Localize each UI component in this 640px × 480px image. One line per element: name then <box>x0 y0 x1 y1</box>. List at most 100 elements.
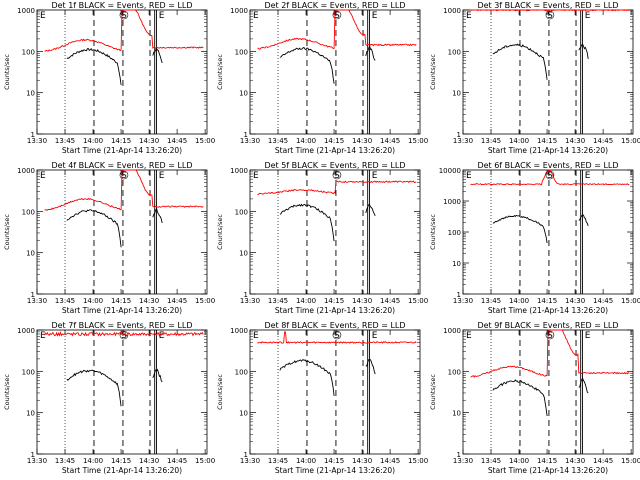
x-tick-label: 13:30 <box>240 297 260 305</box>
x-tick-label: 14:15 <box>111 457 131 465</box>
events-series-line <box>492 214 548 244</box>
x-tick-label: 14:15 <box>111 137 131 145</box>
x-axis-label: Start Time (21-Apr-14 13:26:20) <box>62 466 182 475</box>
y-tick-label: 100 <box>22 208 35 216</box>
x-tick-label: 14:00 <box>83 137 103 145</box>
x-axis-label: Start Time (21-Apr-14 13:26:20) <box>62 306 182 315</box>
x-tick-label: 13:30 <box>27 457 47 465</box>
x-tick-label: 15:00 <box>195 457 215 465</box>
s-marker: S <box>121 171 127 181</box>
events-series-line-late <box>365 358 376 375</box>
s-marker-circle <box>119 170 129 180</box>
e-marker: E <box>372 331 378 341</box>
y-axis-label: Counts/sec <box>429 54 437 90</box>
y-tick-label: 10 <box>452 410 461 418</box>
x-tick-label: 14:15 <box>537 457 557 465</box>
e-marker: E <box>585 11 591 21</box>
x-tick-label: 13:45 <box>55 457 75 465</box>
y-tick-label: 1000 <box>17 327 35 335</box>
events-series-line-late <box>152 47 163 64</box>
s-marker: S <box>547 11 553 21</box>
x-tick-label: 14:30 <box>352 297 372 305</box>
chart-panel-1: Det 1f BLACK = Events, RED = LLD Counts/s… <box>3 1 215 155</box>
x-tick-label: 13:45 <box>268 297 288 305</box>
x-tick-label: 13:30 <box>453 137 473 145</box>
e-marker: E <box>253 171 259 181</box>
events-series-line-late <box>365 204 376 216</box>
y-tick-label: 10 <box>452 90 461 98</box>
x-tick-label: 14:45 <box>380 457 400 465</box>
x-tick-label: 13:30 <box>453 457 473 465</box>
x-tick-label: 14:00 <box>296 297 316 305</box>
lld-series-line <box>257 331 417 344</box>
x-tick-label: 13:45 <box>55 297 75 305</box>
y-tick-label: 1 <box>457 291 461 299</box>
chart-title: Det 1f BLACK = Events, RED = LLD <box>51 1 192 10</box>
chart-panel-9: Det 9f BLACK = Events, RED = LLD Counts/s… <box>429 321 640 475</box>
y-axis-label: Counts/sec <box>429 214 437 250</box>
x-tick-label: 13:45 <box>268 457 288 465</box>
e-marker: E <box>253 11 259 21</box>
y-axis-label: Counts/sec <box>429 374 437 410</box>
y-tick-label: 1000 <box>443 327 461 335</box>
s-marker-circle <box>332 10 342 20</box>
e-marker: E <box>372 171 378 181</box>
y-tick-label: 10 <box>239 410 248 418</box>
plot-frame <box>462 9 634 135</box>
x-tick-label: 15:00 <box>621 137 640 145</box>
y-tick-label: 1 <box>457 451 461 459</box>
chart-title: Det 3f BLACK = Events, RED = LLD <box>477 1 618 10</box>
y-axis-label: Counts/sec <box>3 54 11 90</box>
x-tick-label: 14:15 <box>111 297 131 305</box>
s-marker-circle <box>332 170 342 180</box>
y-tick-label: 100 <box>235 208 248 216</box>
s-marker: S <box>547 331 553 341</box>
events-series-line-late <box>152 368 163 383</box>
events-series-line <box>279 359 335 396</box>
x-tick-label: 14:00 <box>509 457 529 465</box>
s-marker-circle <box>545 330 555 340</box>
lld-series-line <box>257 9 417 50</box>
e-marker: E <box>585 171 591 181</box>
x-axis-label: Start Time (21-Apr-14 13:26:20) <box>275 306 395 315</box>
chart-title: Det 8f BLACK = Events, RED = LLD <box>264 321 405 330</box>
s-marker-circle <box>332 330 342 340</box>
y-tick-label: 10 <box>26 90 35 98</box>
y-axis-label: Counts/sec <box>216 214 224 250</box>
y-tick-label: 1 <box>31 131 35 139</box>
y-tick-label: 1000 <box>230 7 248 15</box>
s-marker-circle <box>119 10 129 20</box>
events-series-line <box>279 47 335 84</box>
y-tick-label: 10000 <box>439 167 461 175</box>
x-tick-label: 14:30 <box>352 137 372 145</box>
x-tick-label: 14:15 <box>537 137 557 145</box>
s-marker: S <box>547 171 553 181</box>
e-marker: E <box>253 331 259 341</box>
x-tick-label: 14:30 <box>139 297 159 305</box>
chart-panel-4: Det 4f BLACK = Events, RED = LLD Counts/s… <box>3 161 215 315</box>
events-series-line <box>492 43 548 80</box>
x-tick-label: 14:45 <box>167 297 187 305</box>
y-tick-label: 1000 <box>17 167 35 175</box>
x-tick-label: 13:45 <box>481 457 501 465</box>
x-tick-label: 14:15 <box>537 297 557 305</box>
y-tick-label: 1 <box>244 131 248 139</box>
x-tick-label: 14:45 <box>380 137 400 145</box>
x-tick-label: 13:30 <box>240 137 260 145</box>
x-tick-label: 14:00 <box>509 297 529 305</box>
y-tick-label: 1 <box>31 291 35 299</box>
chart-title: Det 2f BLACK = Events, RED = LLD <box>264 1 405 10</box>
e-marker: E <box>372 11 378 21</box>
events-series-line-late <box>152 206 163 224</box>
x-tick-label: 13:45 <box>481 137 501 145</box>
x-tick-label: 15:00 <box>621 457 640 465</box>
x-tick-label: 15:00 <box>408 297 428 305</box>
x-axis-label: Start Time (21-Apr-14 13:26:20) <box>488 306 608 315</box>
chart-title: Det 7f BLACK = Events, RED = LLD <box>51 321 192 330</box>
x-tick-label: 14:30 <box>565 297 585 305</box>
y-tick-label: 1000 <box>230 167 248 175</box>
y-axis-label: Counts/sec <box>3 214 11 250</box>
s-marker: S <box>334 171 340 181</box>
events-series-line <box>66 47 122 86</box>
